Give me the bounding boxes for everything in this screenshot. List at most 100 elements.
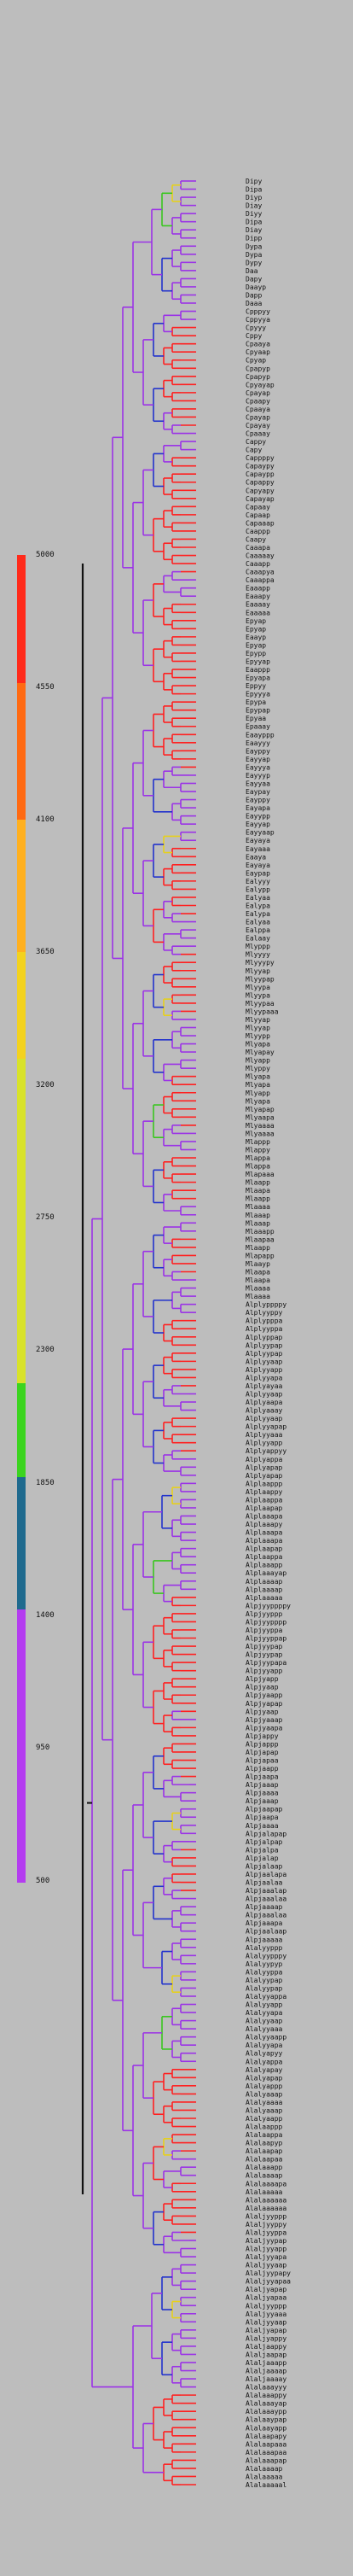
leaf-label: Epyyap — [246, 657, 270, 665]
leaf-label: Alalaaypap — [246, 2416, 286, 2424]
leaf-label: Alaljaaaap — [246, 2368, 286, 2375]
leaf-label: Cpapyp — [246, 365, 270, 372]
leaf-label: Mlapapp — [246, 1252, 275, 1259]
leaf-label: Cppy — [246, 332, 262, 340]
leaf-label: Alplaaapp — [246, 1562, 283, 1569]
leaf-label: Epyyya — [246, 691, 270, 698]
scale-segment-yellow — [17, 952, 26, 1059]
leaf-label: Dapy — [246, 275, 262, 283]
leaf-label: Eayyyp — [246, 772, 270, 780]
leaf-label: Eaaaay — [246, 601, 270, 609]
leaf-label: Capaay — [246, 503, 270, 511]
leaf-label: Eaayyy — [246, 739, 270, 747]
leaf-label: Alpjyyapp — [246, 1668, 283, 1675]
leaf-label: Mlyapa — [246, 1041, 270, 1049]
leaf-label: Alalyappp — [246, 2082, 283, 2090]
leaf-label: Epyap — [246, 617, 266, 625]
leaf-label: Eayyaa — [246, 780, 270, 787]
leaf-label: Alalyypppy — [246, 1952, 286, 1960]
leaf-label: Eaaapy — [246, 593, 270, 600]
leaf-label: Alpjyyppa — [246, 1627, 283, 1634]
leaf-label: Alpjaaaa — [246, 1790, 279, 1797]
scale-segment-red — [17, 555, 26, 683]
leaf-label: Alpjaapa — [246, 1773, 279, 1781]
scale-tick-label: 4550 — [36, 683, 55, 692]
leaf-label: Alpjaalaa — [246, 1879, 283, 1887]
leaf-label: Mlapaaa — [246, 1171, 275, 1178]
leaf-label: Alpjaaalaa — [246, 1895, 286, 1903]
leaf-label: Mlaapp — [246, 1244, 270, 1252]
leaf-label: Epyapa — [246, 675, 270, 682]
leaf-label: Caaapp — [246, 560, 270, 568]
leaf-label: Epyap — [246, 641, 266, 649]
leaf-label: Mlyapa — [246, 1073, 270, 1081]
leaf-label: Alpjappp — [246, 1740, 279, 1748]
leaf-label: Alpjaaap — [246, 1797, 279, 1805]
leaf-label: Alalyaaap — [246, 2106, 283, 2114]
leaf-label: Capaypp — [246, 470, 275, 478]
leaf-label: Alalaaaap — [246, 2172, 283, 2180]
leaf-label: Alalyappa — [246, 2058, 283, 2065]
leaf-label: Dipy — [246, 178, 262, 185]
leaf-label: Alpjappy — [246, 1732, 279, 1740]
leaf-label: Alplyypap — [246, 1350, 283, 1358]
leaf-label: Mlyppp — [246, 943, 270, 950]
leaf-label: Alplaappa — [246, 1553, 283, 1561]
leaf-label: Alalaaaaaa — [246, 2196, 286, 2204]
leaf-label: Mlaayp — [246, 1260, 270, 1268]
leaf-label: Mlappa — [246, 1163, 270, 1171]
leaf-label: Dipa — [246, 219, 262, 226]
leaf-label: Alpjapap — [246, 1749, 279, 1756]
leaf-label: Mlaaaa — [246, 1293, 270, 1300]
scale-tick-label: 500 — [36, 1877, 49, 1885]
leaf-label: Capayap — [246, 495, 275, 503]
leaf-label: Alplyyapa — [246, 1374, 283, 1381]
leaf-label: Alalyapyy — [246, 2050, 283, 2058]
leaf-label: Eaayppp — [246, 731, 275, 739]
leaf-label: Alpjalapap — [246, 1830, 286, 1837]
leaf-label: Alpjyapap — [246, 1700, 283, 1708]
scale-segment-orange — [17, 683, 26, 820]
leaf-label: Alpjaapap — [246, 1806, 283, 1814]
leaf-label: Capaypy — [246, 463, 275, 470]
leaf-label: Cpaaya — [246, 406, 270, 413]
leaf-label: Alplyapap — [246, 1472, 283, 1480]
leaf-label: Alalaapap — [246, 2147, 283, 2155]
leaf-label: Caaappa — [246, 576, 275, 584]
leaf-label: Alpjyypppp — [246, 1618, 286, 1626]
leaf-label: Alpjyyppp — [246, 1610, 283, 1618]
leaf-label: Alalaaaaal — [246, 2481, 286, 2489]
leaf-label: Caaapa — [246, 544, 270, 552]
leaf-label: Cpaaya — [246, 341, 270, 348]
leaf-label: Alpjyapp — [246, 1675, 279, 1683]
leaf-label: Alplyyaap — [246, 1415, 283, 1422]
leaf-label: Alplyayaa — [246, 1382, 283, 1390]
leaf-label: Alpjalaap — [246, 1862, 283, 1870]
scale-segment-violet — [17, 1609, 26, 1883]
leaf-label: Epypa — [246, 698, 266, 706]
leaf-label: Capaaap — [246, 519, 275, 527]
leaf-label: Alalyypap — [246, 1977, 283, 1984]
leaf-label: Diyy — [246, 210, 262, 218]
leaf-label: Alalyyaapp — [246, 2034, 286, 2042]
leaf-label: Alalaaaaa — [246, 2473, 283, 2480]
leaf-label: Mlaapa — [246, 1276, 270, 1284]
leaf-label: Alalaapaaa — [246, 2440, 286, 2448]
leaf-label: Alplyaaay — [246, 1407, 283, 1415]
leaf-label: Eaypap — [246, 869, 270, 877]
leaf-label: Alpjaaalap — [246, 1887, 286, 1895]
leaf-label: Alplyppap — [246, 1334, 283, 1341]
leaf-label: Alplaapap — [246, 1504, 283, 1512]
leaf-label: Cpaapy — [246, 397, 270, 405]
color-scale-legend: 5000 4550 4100 3650 3200 2750 2300 1850 … — [17, 551, 55, 1885]
leaf-label: Alaljaapap — [246, 2351, 286, 2358]
leaf-label: Alalaaaypp — [246, 2408, 286, 2415]
leaf-label: Mlyyap — [246, 967, 270, 975]
scale-segment-lime — [17, 1059, 26, 1383]
leaf-label: Eayaya — [246, 837, 270, 844]
leaf-label: Alpjyaaap — [246, 1716, 283, 1724]
leaf-label: Alalaaayyy — [246, 2384, 286, 2392]
leaf-label: Dypa — [246, 251, 262, 259]
leaf-label: Alplyyppa — [246, 1325, 283, 1333]
leaf-label: Alalaaaapa — [246, 2180, 286, 2188]
